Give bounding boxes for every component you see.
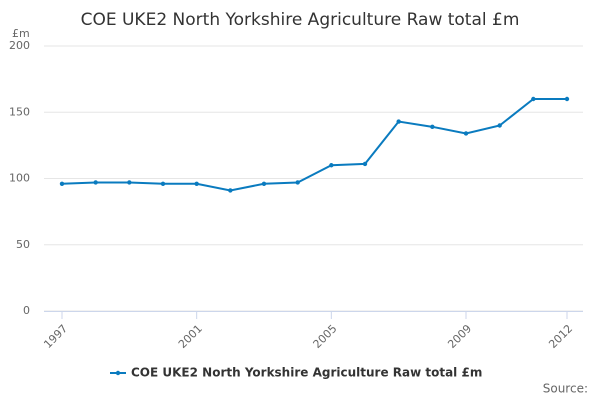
y-tick-label: 0	[23, 304, 30, 317]
point	[531, 96, 536, 102]
point	[295, 180, 300, 185]
point	[228, 188, 233, 193]
y-tick-label: 100	[9, 172, 30, 185]
point	[93, 180, 98, 185]
legend-label: COE UKE2 North Yorkshire Agriculture Raw…	[131, 366, 482, 380]
point	[59, 181, 65, 186]
y-tick-label: 150	[9, 105, 30, 118]
point	[261, 181, 267, 186]
legend-marker	[115, 370, 121, 376]
x-tick-label: 2009	[445, 322, 474, 351]
source-label: Source:	[543, 382, 588, 396]
point	[396, 119, 401, 124]
y-tick-label: 50	[16, 238, 30, 251]
point	[329, 163, 334, 168]
point	[127, 180, 132, 185]
point	[497, 123, 502, 128]
x-tick-label: 2005	[311, 322, 340, 351]
x-tick-label: 2001	[176, 322, 205, 351]
point	[362, 161, 368, 167]
point	[194, 181, 199, 186]
y-tick-label: 200	[9, 39, 30, 52]
y-axis-unit: £m	[12, 27, 30, 40]
series-line	[61, 98, 567, 192]
point	[160, 181, 166, 186]
point	[430, 124, 435, 130]
x-tick-label: 1997	[41, 322, 70, 351]
x-tick-label: 2012	[546, 322, 575, 351]
point	[463, 131, 469, 136]
chart-title: COE UKE2 North Yorkshire Agriculture Raw…	[81, 10, 520, 30]
point	[564, 96, 570, 102]
